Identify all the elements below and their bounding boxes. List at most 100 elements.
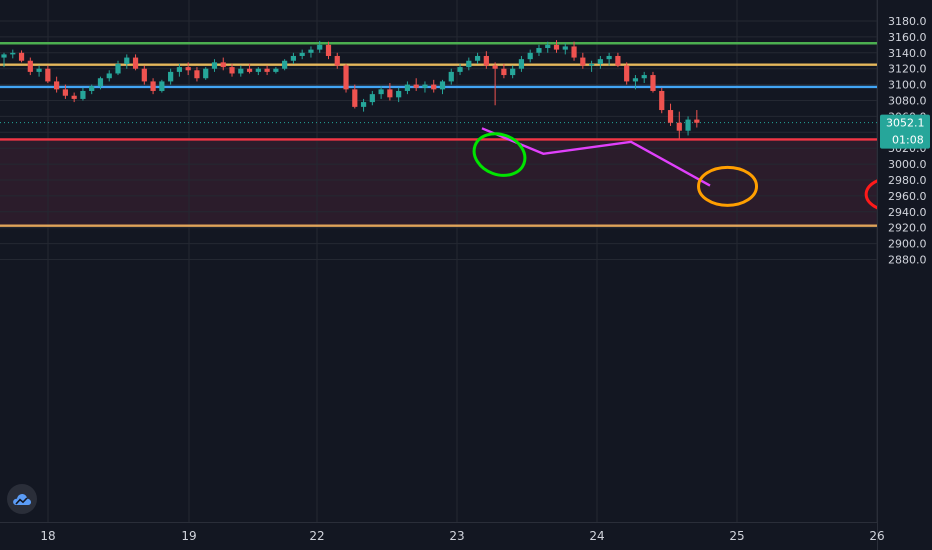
candle-body[interactable] — [325, 44, 332, 56]
candle-body[interactable] — [378, 89, 384, 95]
candle-body[interactable] — [676, 122, 682, 131]
candle-body[interactable] — [229, 67, 235, 74]
candle-body[interactable] — [536, 48, 542, 53]
candle-body[interactable] — [132, 57, 139, 69]
candle-body[interactable] — [352, 89, 358, 107]
candle-body[interactable] — [176, 67, 182, 72]
candle-body[interactable] — [667, 110, 674, 123]
candle-body[interactable] — [659, 90, 665, 111]
candle-body[interactable] — [211, 62, 218, 69]
candle-body[interactable] — [553, 44, 560, 50]
candle-body[interactable] — [457, 67, 463, 72]
y-tick-label: 2920.0 — [888, 222, 927, 235]
candle-body[interactable] — [518, 59, 525, 69]
candle-body[interactable] — [238, 68, 244, 74]
candle-body[interactable] — [624, 65, 630, 82]
candle-body[interactable] — [185, 67, 191, 71]
candle-body[interactable] — [580, 57, 586, 66]
candle-body[interactable] — [97, 78, 104, 87]
candle-body[interactable] — [685, 119, 691, 131]
candle-body[interactable] — [18, 52, 25, 61]
price-axis-panel[interactable] — [877, 0, 932, 550]
candle-body[interactable] — [404, 84, 411, 91]
target-ellipse[interactable] — [468, 127, 531, 182]
y-tick-label: 2940.0 — [888, 206, 927, 219]
candle-body[interactable] — [115, 63, 121, 74]
y-tick-label: 2960.0 — [888, 190, 927, 203]
candle-body[interactable] — [597, 59, 603, 64]
candle-body[interactable] — [159, 81, 165, 91]
candle-body[interactable] — [343, 65, 349, 90]
y-tick-label: 2880.0 — [888, 254, 927, 267]
candle-body[interactable] — [360, 102, 367, 107]
candle-body[interactable] — [501, 68, 507, 76]
candle-body[interactable] — [641, 75, 647, 79]
candle-body[interactable] — [124, 57, 130, 64]
candle-body[interactable] — [474, 55, 481, 61]
candle-body[interactable] — [255, 68, 261, 72]
candle-body[interactable] — [246, 68, 253, 72]
candle-body[interactable] — [545, 44, 551, 49]
y-tick-label: 3120.0 — [888, 63, 927, 76]
candle-body[interactable] — [413, 84, 419, 88]
candle-body[interactable] — [492, 65, 498, 69]
y-tick-label: 3080.0 — [888, 95, 927, 108]
candle-body[interactable] — [282, 60, 288, 69]
candle-body[interactable] — [150, 81, 156, 91]
candle-body[interactable] — [448, 71, 454, 82]
candle-body[interactable] — [510, 68, 516, 76]
candle-body[interactable] — [387, 89, 393, 98]
candle-body[interactable] — [36, 68, 42, 72]
projection-path-drawing[interactable] — [481, 127, 711, 187]
brand-logo-button[interactable] — [7, 484, 37, 514]
candle-body[interactable] — [106, 73, 112, 79]
candle-body[interactable] — [422, 84, 428, 88]
candle-body[interactable] — [299, 52, 305, 56]
candle-body[interactable] — [80, 90, 86, 99]
candle-body[interactable] — [27, 60, 33, 72]
candle-body[interactable] — [334, 55, 340, 66]
candle-body[interactable] — [220, 62, 226, 68]
candle-body[interactable] — [439, 81, 446, 90]
candle-body[interactable] — [45, 68, 51, 82]
candle-body[interactable] — [466, 60, 472, 68]
y-tick-label: 3180.0 — [888, 15, 927, 28]
target-ellipse[interactable] — [697, 165, 759, 207]
candle-body[interactable] — [483, 55, 489, 66]
candle-body[interactable] — [615, 55, 621, 66]
candle-body[interactable] — [168, 71, 174, 82]
candle-body[interactable] — [290, 55, 297, 61]
candle-body[interactable] — [606, 55, 612, 60]
y-tick-label: 3000.0 — [888, 158, 927, 171]
cloud-icon — [13, 493, 32, 505]
candle-body[interactable] — [369, 94, 375, 103]
candle-body[interactable] — [588, 63, 595, 66]
candle-body[interactable] — [632, 78, 639, 82]
candle-body[interactable] — [62, 89, 68, 96]
candle-body[interactable] — [562, 46, 568, 50]
candle-body[interactable] — [71, 95, 77, 99]
candle-body[interactable] — [141, 68, 147, 82]
candle-body[interactable] — [317, 44, 323, 50]
x-tick-label: 23 — [449, 529, 464, 543]
y-tick-label: 2980.0 — [888, 174, 927, 187]
candle-body[interactable] — [308, 49, 314, 53]
candle-body[interactable] — [194, 70, 200, 79]
x-tick-label: 22 — [309, 529, 324, 543]
candle-body[interactable] — [396, 90, 402, 98]
candle-body[interactable] — [527, 52, 533, 60]
price-label-badge — [880, 114, 930, 149]
candle-body[interactable] — [10, 52, 16, 55]
candle-body[interactable] — [1, 54, 7, 58]
candle-body[interactable] — [264, 68, 270, 72]
candle-body[interactable] — [650, 75, 656, 91]
candle-body[interactable] — [694, 119, 700, 123]
candle-body[interactable] — [89, 86, 95, 91]
candle-body[interactable] — [431, 84, 437, 90]
candle-body[interactable] — [571, 46, 577, 58]
candle-body[interactable] — [273, 68, 279, 72]
candle-body[interactable] — [54, 81, 60, 90]
candle-body[interactable] — [203, 68, 209, 79]
